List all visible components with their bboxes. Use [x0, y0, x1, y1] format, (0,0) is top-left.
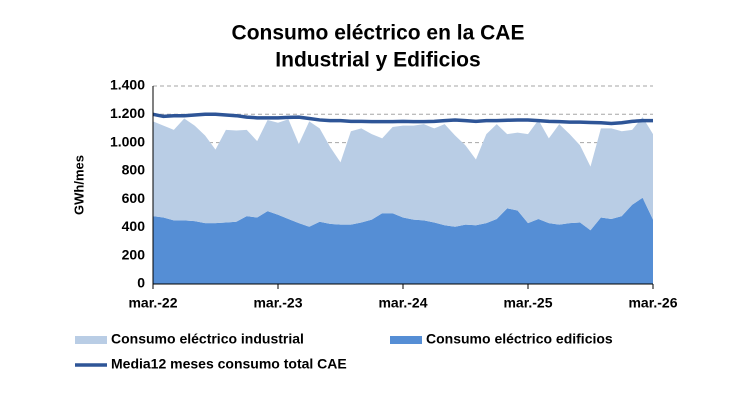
x-tick-label: mar.-26	[628, 295, 677, 311]
y-tick-label: 800	[122, 162, 146, 178]
line	[152, 112, 653, 126]
x-tick-label: mar.-25	[503, 295, 552, 311]
legend-label: Media12 meses consumo total CAE	[111, 356, 347, 372]
legend-label: Consumo eléctrico industrial	[111, 331, 304, 347]
y-tick-label: 600	[122, 190, 146, 206]
chart-title: Consumo eléctrico en la CAE	[232, 22, 525, 45]
legend-swatch	[390, 336, 422, 344]
y-tick-label: 0	[137, 275, 145, 291]
area	[153, 117, 653, 231]
y-tick-label: 1.000	[110, 133, 145, 149]
area	[153, 197, 653, 284]
x-tick-label: mar.-23	[253, 295, 302, 311]
legend-label: Consumo eléctrico edificios	[426, 331, 613, 347]
y-tick-label: 200	[122, 246, 146, 262]
x-tick-label: mar.-24	[378, 295, 427, 311]
y-tick-label: 400	[122, 218, 146, 234]
y-tick-label: 1.400	[110, 77, 145, 93]
y-tick-label: 1.200	[110, 105, 145, 121]
chart-subtitle: Industrial y Edificios	[275, 49, 480, 72]
legend-swatch	[75, 336, 107, 344]
x-tick-label: mar.-22	[128, 295, 177, 311]
y-axis-label: GWh/mes	[71, 155, 86, 215]
